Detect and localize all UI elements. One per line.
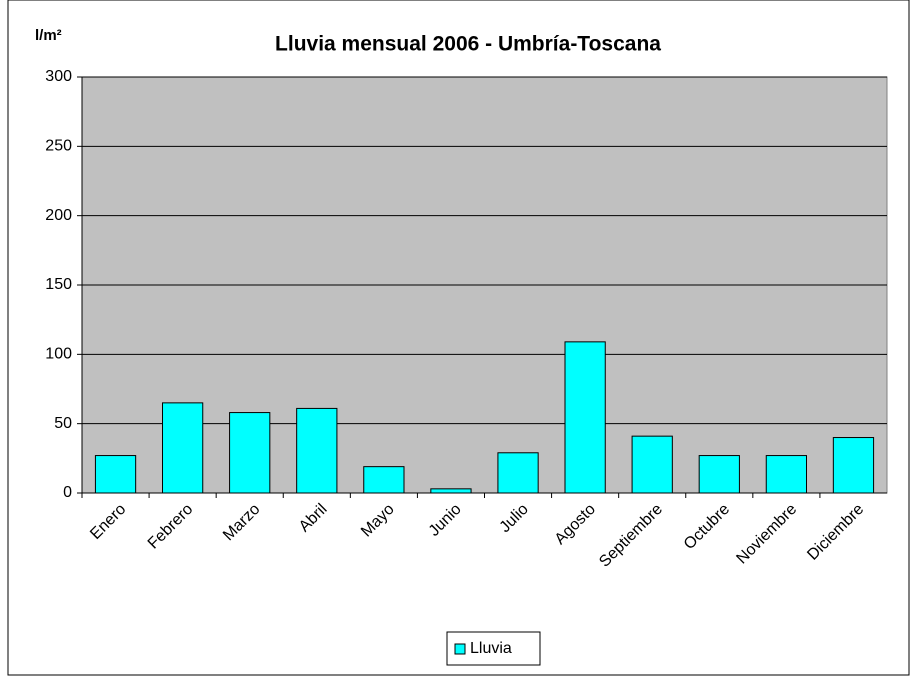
legend-label: Lluvia <box>470 640 512 657</box>
bar <box>229 412 271 494</box>
y-tick-label: 150 <box>45 276 72 293</box>
legend-swatch <box>454 643 466 655</box>
bar <box>296 407 338 494</box>
y-axis-label: l/m² <box>35 27 62 44</box>
bar <box>564 341 606 494</box>
bar <box>631 435 673 494</box>
y-tick-label: 0 <box>63 484 72 501</box>
bar <box>765 455 807 494</box>
bar <box>832 437 875 494</box>
y-tick-label: 300 <box>45 68 72 85</box>
bar <box>162 402 204 494</box>
chart-title: Lluvia mensual 2006 - Umbría-Toscana <box>275 33 661 56</box>
bar <box>363 466 405 494</box>
bar <box>430 488 472 494</box>
y-tick-label: 200 <box>45 207 72 224</box>
y-tick-label: 50 <box>54 415 72 432</box>
y-tick-label: 250 <box>45 138 72 155</box>
bar <box>94 455 137 494</box>
y-tick-label: 100 <box>45 346 72 363</box>
bar <box>497 452 539 494</box>
bar <box>698 455 740 494</box>
